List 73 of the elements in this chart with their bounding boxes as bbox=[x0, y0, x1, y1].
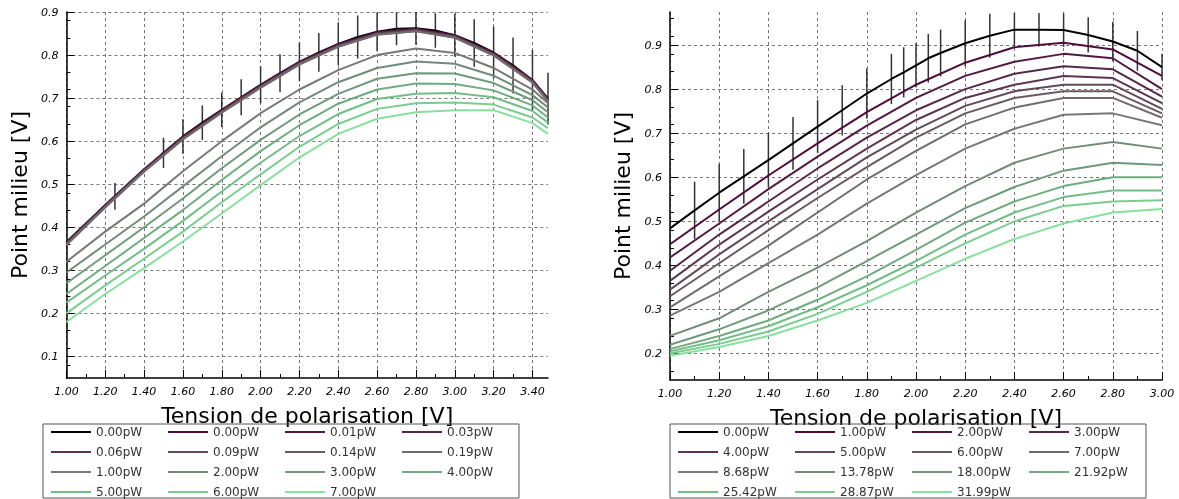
x-tick-label: 1.00 bbox=[657, 387, 683, 400]
y-tick-label: 0.3 bbox=[40, 263, 59, 277]
legend-label: 1.00pW bbox=[96, 465, 143, 479]
legend-label: 0.03pW bbox=[447, 425, 494, 439]
x-tick-label: 3.20 bbox=[481, 385, 506, 398]
x-tick-label: 2.00 bbox=[903, 387, 929, 400]
legend-label: 0.00pW bbox=[96, 425, 143, 439]
x-tick-label: 2.60 bbox=[364, 385, 390, 398]
legend-label: 6.00pW bbox=[957, 445, 1004, 459]
legend-label: 0.14pW bbox=[330, 445, 377, 459]
x-tick-label: 1.20 bbox=[706, 387, 732, 400]
legend-label: 0.09pW bbox=[213, 445, 260, 459]
legend-label: 2.00pW bbox=[213, 465, 260, 479]
legend-label: 0.19pW bbox=[447, 445, 494, 459]
legend-label: 28.87pW bbox=[840, 485, 894, 499]
y-tick-label: 0.8 bbox=[40, 48, 59, 62]
y-tick-label: 0.3 bbox=[644, 302, 662, 316]
y-tick-label: 0.7 bbox=[644, 126, 662, 140]
x-tick-label: 1.60 bbox=[170, 385, 196, 398]
y-tick-label: 0.8 bbox=[644, 82, 662, 96]
y-tick-label: 0.1 bbox=[40, 349, 59, 363]
y-tick-label: 0.5 bbox=[40, 177, 59, 191]
x-tick-label: 2.80 bbox=[1100, 387, 1126, 400]
y-axis-title: Point milieu [V] bbox=[6, 110, 32, 280]
legend-label: 0.06pW bbox=[96, 445, 143, 459]
y-tick-label: 0.4 bbox=[40, 220, 59, 234]
legend-label: 0.00pW bbox=[723, 425, 770, 439]
legend-label: 6.00pW bbox=[213, 485, 260, 499]
x-tick-label: 2.00 bbox=[248, 385, 273, 398]
legend-label: 31.99pW bbox=[957, 485, 1011, 499]
legend-label: 25.42pW bbox=[723, 485, 777, 499]
y-tick-label: 0.2 bbox=[40, 306, 59, 320]
legend-label: 18.00pW bbox=[957, 465, 1011, 479]
y-tick-label: 0.2 bbox=[644, 347, 662, 361]
legend-label: 8.68pW bbox=[723, 465, 770, 479]
legend-label: 5.00pW bbox=[96, 485, 143, 499]
x-tick-label: 1.20 bbox=[92, 385, 118, 398]
x-tick-label: 1.00 bbox=[54, 385, 79, 398]
x-tick-label: 2.40 bbox=[326, 385, 351, 398]
x-tick-label: 1.40 bbox=[131, 385, 157, 398]
y-tick-label: 0.6 bbox=[40, 134, 59, 148]
x-tick-label: 3.00 bbox=[442, 385, 468, 398]
y-tick-label: 0.4 bbox=[644, 258, 662, 272]
legend-label: 0.01pW bbox=[330, 425, 377, 439]
legend-label: 3.00pW bbox=[1074, 425, 1121, 439]
legend-label: 7.00pW bbox=[330, 485, 377, 499]
x-tick-label: 1.80 bbox=[854, 387, 880, 400]
y-tick-label: 0.7 bbox=[40, 91, 59, 105]
x-axis-title: Tension de polarisation [V] bbox=[160, 402, 454, 428]
x-tick-label: 2.20 bbox=[287, 385, 312, 398]
x-tick-label: 1.40 bbox=[756, 387, 781, 400]
legend-label: 2.00pW bbox=[957, 425, 1004, 439]
x-tick-label: 2.40 bbox=[1002, 387, 1027, 400]
legend-label: 3.00pW bbox=[330, 465, 377, 479]
y-tick-label: 0.5 bbox=[644, 214, 662, 228]
x-tick-label: 3.00 bbox=[1149, 387, 1175, 400]
legend-label: 4.00pW bbox=[723, 445, 770, 459]
x-tick-label: 2.20 bbox=[952, 387, 978, 400]
y-tick-label: 0.6 bbox=[644, 170, 662, 184]
x-tick-label: 1.80 bbox=[209, 385, 234, 398]
y-tick-label: 0.9 bbox=[40, 5, 59, 19]
x-tick-label: 2.80 bbox=[403, 385, 429, 398]
y-axis-title: Point milieu [V] bbox=[610, 111, 636, 281]
legend-label: 21.92pW bbox=[1074, 465, 1128, 479]
legend-label: 4.00pW bbox=[447, 465, 494, 479]
x-tick-label: 3.40 bbox=[520, 385, 545, 398]
legend-label: 7.00pW bbox=[1074, 445, 1121, 459]
legend-label: 13.78pW bbox=[840, 465, 894, 479]
x-tick-label: 1.60 bbox=[805, 387, 830, 400]
x-tick-label: 2.60 bbox=[1051, 387, 1076, 400]
legend-label: 0.00pW bbox=[213, 425, 260, 439]
y-tick-label: 0.9 bbox=[644, 38, 662, 52]
legend-label: 5.00pW bbox=[840, 445, 887, 459]
